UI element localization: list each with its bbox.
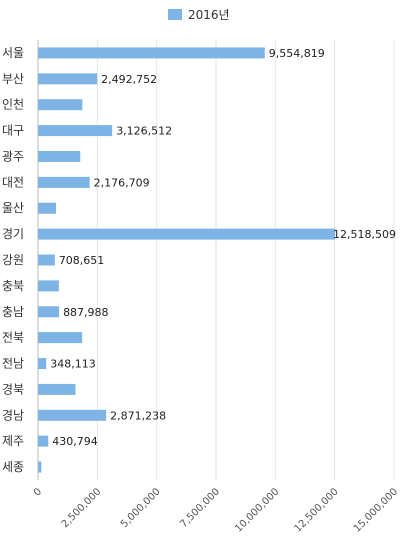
- bar: [38, 125, 113, 137]
- category-label: 강원: [2, 253, 24, 267]
- category-label: 충남: [2, 305, 24, 319]
- legend: 2016년: [168, 8, 230, 22]
- data-label: 2,871,238: [110, 409, 166, 422]
- data-label: 2,492,752: [101, 73, 157, 86]
- category-label: 대전: [2, 175, 24, 189]
- bar: [38, 99, 83, 111]
- bar: [38, 306, 60, 318]
- category-label: 전남: [2, 357, 24, 371]
- data-label: 708,651: [59, 254, 105, 267]
- data-label: 9,554,819: [269, 47, 325, 60]
- bar: [38, 254, 55, 266]
- legend-label: 2016년: [188, 8, 230, 22]
- x-tick-labels: 0 2,500,000 5,000,000 7,500,000 10,000,000 12…: [32, 486, 400, 534]
- bar: [38, 280, 59, 292]
- bar: [38, 332, 83, 344]
- bar: [38, 435, 49, 447]
- data-label: 348,113: [50, 358, 96, 371]
- bar: [38, 461, 42, 473]
- category-label: 인천: [2, 97, 24, 112]
- bar: [38, 47, 265, 59]
- x-tick-label: 2,500,000: [60, 486, 104, 530]
- data-label: 2,176,709: [94, 176, 150, 189]
- x-tick-label: 12,500,000: [293, 486, 341, 534]
- category-label: 광주: [2, 149, 24, 163]
- x-tick-label: 15,000,000: [352, 486, 400, 534]
- data-labels: 9,554,819 2,492,752 3,126,512 2,176,709 12,5…: [50, 47, 396, 448]
- grid: [37, 40, 395, 480]
- bar: [38, 150, 81, 162]
- data-label: 430,794: [52, 435, 98, 448]
- category-label: 경북: [2, 382, 24, 396]
- category-label: 경기: [2, 227, 24, 241]
- category-label: 대구: [2, 124, 24, 138]
- x-tick-label: 7,500,000: [178, 486, 222, 530]
- bar: [38, 73, 98, 85]
- category-label: 충북: [2, 279, 24, 293]
- data-label: 12,518,509: [333, 228, 396, 241]
- bar: [38, 202, 57, 214]
- data-label: 887,988: [63, 306, 109, 319]
- legend-swatch: [168, 9, 182, 20]
- category-label: 경남: [2, 408, 24, 422]
- x-tick-label: 10,000,000: [233, 486, 281, 534]
- x-tick-label: 0: [32, 486, 44, 498]
- category-label: 전북: [2, 331, 24, 345]
- category-label: 세종: [2, 460, 24, 474]
- category-label: 부산: [2, 72, 24, 86]
- bar: [38, 409, 107, 421]
- bars: [38, 47, 336, 473]
- data-label: 3,126,512: [116, 125, 172, 138]
- category-label: 울산: [2, 201, 24, 215]
- bar: [38, 228, 336, 240]
- bar: [38, 176, 90, 188]
- x-tick-label: 5,000,000: [119, 486, 163, 530]
- category-label: 제주: [2, 434, 24, 448]
- category-label: 서울: [2, 46, 24, 60]
- bar: [38, 383, 76, 395]
- bar: [38, 358, 47, 370]
